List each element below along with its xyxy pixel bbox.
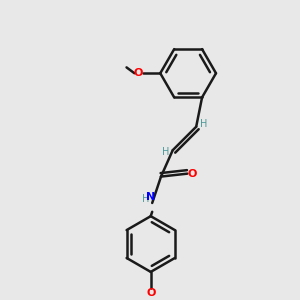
Text: H: H bbox=[200, 119, 207, 129]
Text: O: O bbox=[146, 288, 155, 298]
Text: O: O bbox=[133, 68, 143, 78]
Text: H: H bbox=[142, 194, 149, 205]
Text: H: H bbox=[162, 147, 169, 157]
Text: O: O bbox=[188, 169, 197, 178]
Text: N: N bbox=[146, 191, 155, 202]
